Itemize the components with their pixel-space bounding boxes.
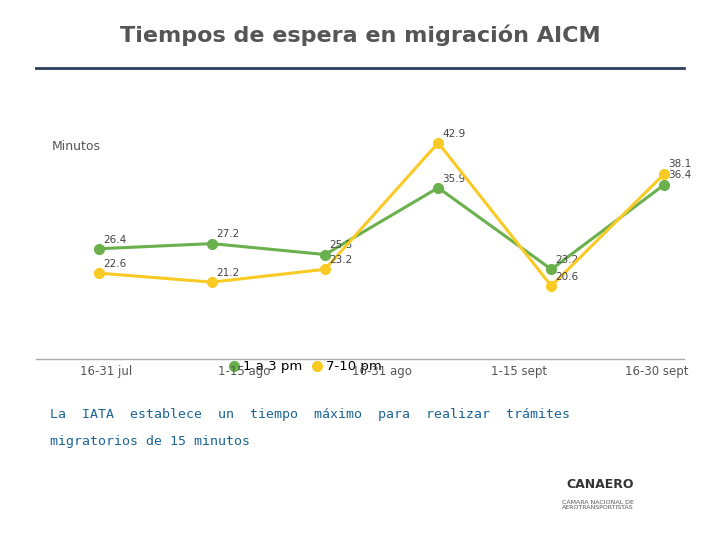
Text: Tiempos de espera en migración AICM: Tiempos de espera en migración AICM [120,24,600,46]
Text: CÁMARA NACIONAL DE
AEROTRANSPORTISTAS: CÁMARA NACIONAL DE AEROTRANSPORTISTAS [562,500,634,510]
7-10 pm [207,279,216,285]
Text: 25.5: 25.5 [329,240,353,251]
Line: 1 a 3 pm: 1 a 3 pm [94,180,670,274]
7-10 pm [547,283,556,289]
1 a 3 pm [320,251,329,258]
1 a 3 pm [547,266,556,273]
Text: migratorios de 15 minutos: migratorios de 15 minutos [50,435,251,448]
7-10 pm [660,171,669,177]
7-10 pm [94,270,103,276]
Text: 23.2: 23.2 [556,255,579,265]
1 a 3 pm [207,240,216,247]
Text: 20.6: 20.6 [556,272,579,282]
Text: La  IATA  establece  un  tiempo  máximo  para  realizar  trámites: La IATA establece un tiempo máximo para … [50,408,570,421]
Text: 26.4: 26.4 [103,234,126,245]
Text: 42.9: 42.9 [442,129,466,139]
Text: 22.6: 22.6 [103,259,126,269]
Text: 16-31 ago: 16-31 ago [351,364,412,377]
Text: 35.9: 35.9 [442,173,466,184]
Text: Minutos: Minutos [52,140,101,153]
1 a 3 pm [94,246,103,252]
1 a 3 pm [660,181,669,188]
Text: 36.4: 36.4 [669,170,692,180]
Text: 16-30 sept: 16-30 sept [626,364,689,377]
Text: 1-15 ago: 1-15 ago [217,364,270,377]
Line: 7-10 pm: 7-10 pm [94,138,670,291]
7-10 pm [434,139,443,146]
Text: 16-31 jul: 16-31 jul [80,364,132,377]
Text: 38.1: 38.1 [669,159,692,170]
Text: 1-15 sept: 1-15 sept [491,364,547,377]
Legend: 1 a 3 pm, 7-10 pm: 1 a 3 pm, 7-10 pm [230,360,382,373]
Text: 21.2: 21.2 [216,268,239,278]
Text: CANAERO: CANAERO [566,478,634,491]
1 a 3 pm [434,185,443,191]
Text: 23.2: 23.2 [329,255,353,265]
Text: 27.2: 27.2 [216,230,239,239]
7-10 pm [320,266,329,273]
